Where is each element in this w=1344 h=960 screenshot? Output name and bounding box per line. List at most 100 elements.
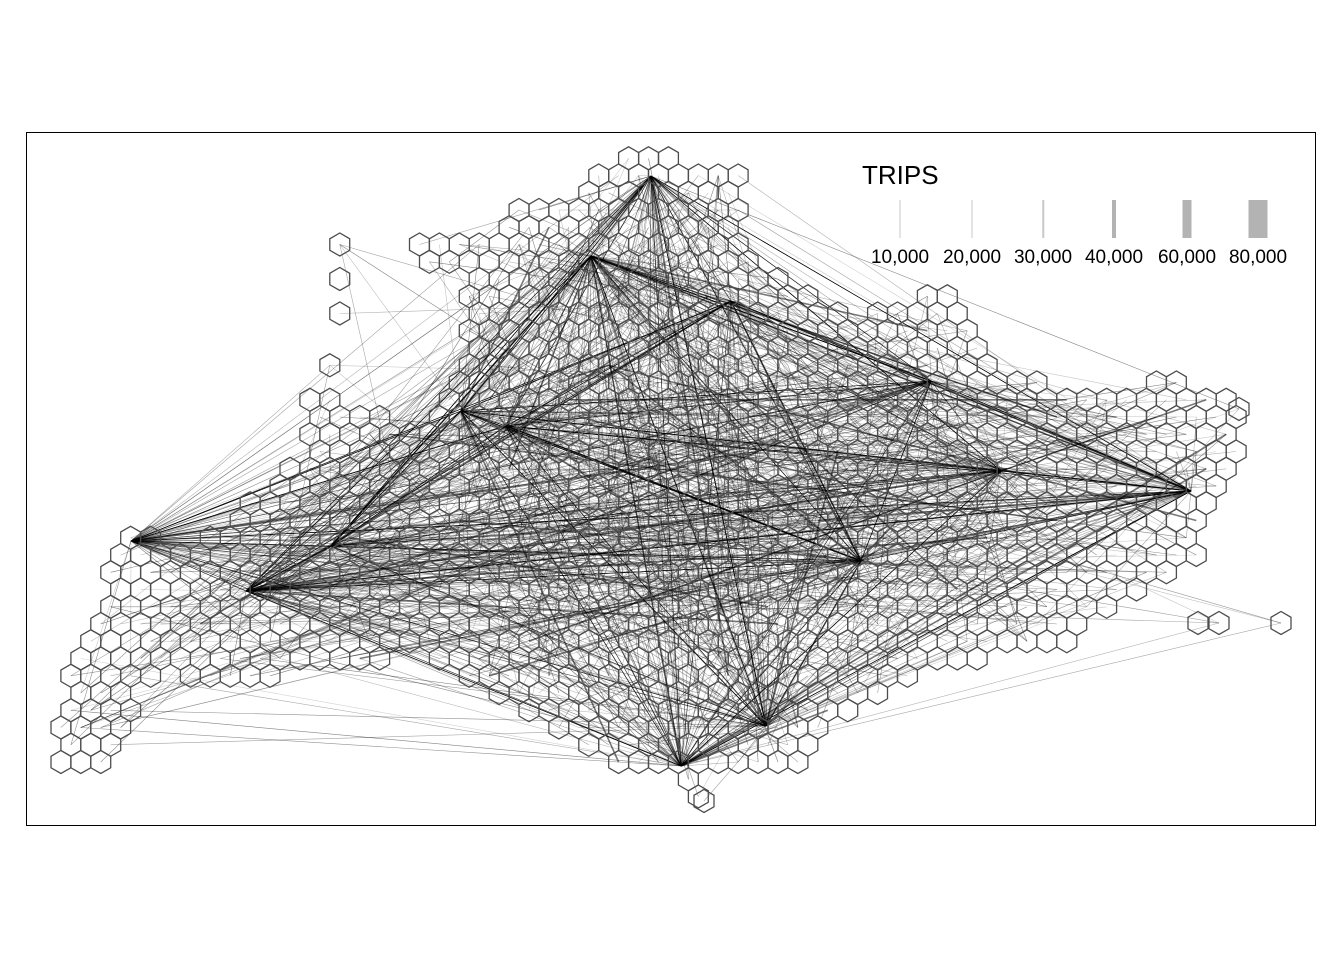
flow-line — [245, 451, 440, 592]
flow-line — [590, 255, 958, 625]
flow-line — [460, 410, 507, 427]
flow-line — [650, 175, 682, 767]
flow-line — [245, 485, 679, 592]
flow-line — [578, 589, 918, 625]
flow-line — [130, 537, 450, 542]
flow-line — [130, 540, 1008, 608]
flow-line — [130, 380, 932, 542]
flow-line — [460, 410, 1192, 492]
flow-line — [460, 410, 507, 427]
flow-line — [460, 300, 732, 412]
flow-line — [688, 261, 1002, 472]
flow-line — [1000, 470, 1192, 492]
flow-line — [650, 175, 689, 469]
flow-line — [568, 503, 767, 727]
flow-line — [140, 175, 652, 659]
flow-line — [245, 537, 450, 592]
flow-line — [130, 255, 592, 542]
flow-line — [419, 175, 652, 487]
flow-line — [767, 399, 862, 562]
flow-line — [930, 380, 1002, 472]
flow-line — [110, 380, 932, 573]
flow-line — [489, 606, 767, 727]
flow-line — [680, 623, 819, 767]
flow-line — [459, 380, 932, 556]
flow-line — [130, 425, 507, 542]
flow-line — [590, 255, 789, 573]
flow-line — [678, 347, 1192, 492]
flow-line — [590, 255, 689, 745]
flow-line — [460, 410, 838, 694]
flow-line — [260, 658, 767, 727]
flow-line — [860, 470, 1002, 562]
flow-line — [349, 434, 789, 642]
hexagon-cell — [50, 749, 72, 775]
flow-line — [758, 490, 1192, 625]
flow-line — [518, 244, 682, 767]
flow-line — [730, 300, 928, 401]
flow-line — [460, 410, 1192, 492]
flow-line — [90, 175, 652, 711]
flow-line — [730, 300, 862, 562]
flow-line — [590, 255, 629, 366]
flow-line — [807, 330, 932, 382]
flow-line — [130, 675, 682, 767]
flow-line — [608, 364, 862, 562]
flow-line — [505, 365, 868, 427]
flow-line — [245, 451, 420, 592]
flow-line — [548, 255, 592, 676]
flow-line — [330, 545, 862, 562]
flow-line — [460, 410, 838, 418]
flow-line — [245, 590, 360, 625]
flow-line — [598, 658, 682, 767]
flow-line — [650, 175, 838, 521]
flow-line — [528, 175, 652, 538]
flow-line — [245, 451, 739, 592]
flow-line — [130, 425, 507, 542]
flow-line — [748, 399, 1002, 472]
flow-line — [140, 410, 462, 659]
flow-line — [1000, 470, 1192, 492]
flow-line — [170, 300, 732, 573]
flow-line — [590, 255, 819, 487]
flow-line — [505, 425, 719, 452]
flow-line — [680, 468, 1107, 767]
flow-line — [460, 365, 609, 412]
flow-line — [130, 540, 430, 642]
flow-line — [330, 545, 767, 727]
legend-label: 80,000 — [1228, 247, 1288, 268]
flow-line — [608, 175, 652, 504]
flow-line — [650, 175, 932, 382]
flow-line — [648, 261, 767, 727]
flow-line — [730, 300, 1192, 492]
flow-line — [460, 410, 507, 427]
flow-line — [130, 540, 480, 556]
flow-line — [847, 560, 862, 676]
flow-line — [130, 490, 1192, 542]
flow-line — [245, 590, 450, 608]
flow-line — [650, 175, 1002, 472]
flow-line — [730, 300, 779, 418]
flow-line — [590, 255, 1018, 487]
hexagon-cell — [837, 698, 859, 723]
flow-line — [460, 410, 1192, 492]
flow-line — [730, 300, 749, 400]
flow-line — [245, 410, 462, 592]
flow-line — [130, 490, 1192, 542]
flow-line — [245, 451, 739, 592]
flow-line — [505, 425, 689, 470]
flow-line — [765, 554, 799, 727]
flow-line — [309, 399, 948, 470]
flow-line — [130, 540, 888, 677]
flow-line — [330, 295, 709, 547]
flow-line — [460, 410, 500, 590]
flow-line — [650, 175, 1192, 492]
flow-line — [460, 365, 470, 412]
flow-line — [508, 255, 592, 469]
flow-line — [680, 725, 767, 767]
flow-line — [765, 710, 789, 727]
flow-line — [460, 410, 767, 727]
flow-line — [827, 330, 1192, 492]
flow-line — [608, 300, 732, 711]
flow-line — [548, 227, 592, 257]
